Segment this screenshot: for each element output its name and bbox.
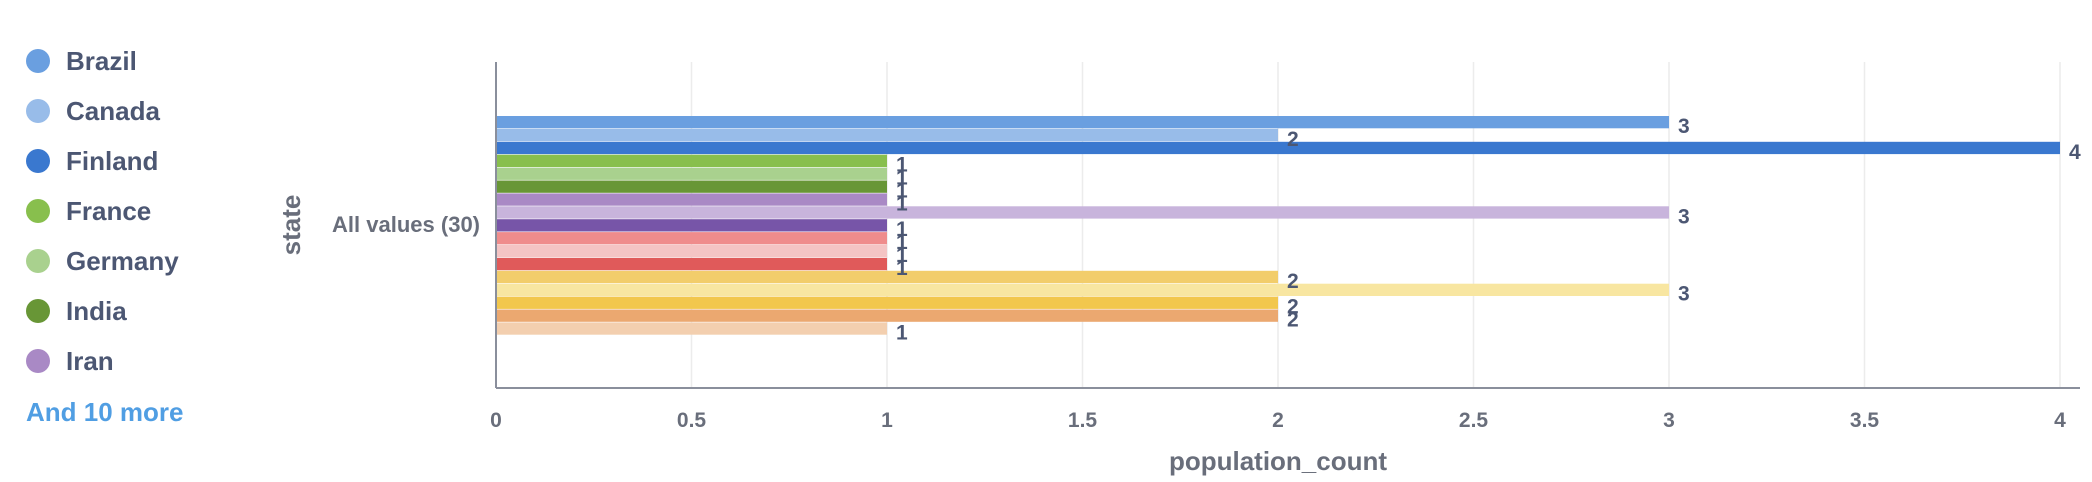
legend-dot-icon: [26, 199, 50, 223]
x-tick-label: 3.5: [1850, 409, 1880, 432]
data-label: 1: [896, 231, 908, 254]
legend-label: Germany: [66, 245, 179, 276]
bar[interactable]: [496, 116, 1669, 129]
legend-dot-icon: [26, 49, 50, 73]
legend-item[interactable]: Canada: [26, 86, 266, 136]
data-label: 1: [896, 154, 908, 177]
x-tick-label: 0: [490, 409, 502, 432]
bar[interactable]: [496, 283, 1669, 296]
legend-label: Iran: [66, 345, 114, 376]
data-label: 4: [2069, 141, 2081, 164]
legend-label: India: [66, 295, 127, 326]
legend-item[interactable]: Iran: [26, 336, 266, 386]
data-label: 1: [896, 218, 908, 241]
legend-label: Canada: [66, 95, 160, 126]
axes: [495, 62, 2080, 389]
bars: [496, 116, 2060, 335]
y-axis-title: state: [276, 195, 306, 256]
bar[interactable]: [496, 257, 887, 271]
legend-more-link[interactable]: And 10 more: [26, 397, 184, 427]
legend-label: Brazil: [66, 45, 137, 76]
data-label: 2: [1287, 309, 1299, 332]
data-label: 1: [896, 192, 908, 215]
data-label: 1: [896, 244, 908, 267]
x-tick-label: 1.5: [1068, 409, 1098, 432]
data-label: 2: [1287, 296, 1299, 319]
legend-items: Brazil Canada Finland France Germany India Ira…: [26, 36, 266, 386]
legend-item[interactable]: Germany: [26, 236, 266, 286]
x-tick-label: 1: [881, 409, 893, 432]
data-label: 1: [896, 257, 908, 280]
bar[interactable]: [496, 193, 887, 206]
data-label: 2: [1287, 128, 1299, 151]
legend-item[interactable]: Finland: [26, 136, 266, 186]
category-label: All values (30): [332, 212, 480, 237]
bar[interactable]: [496, 154, 887, 167]
legend-item[interactable]: Brazil: [26, 36, 266, 86]
bar[interactable]: [496, 128, 1278, 142]
x-axis-title: population_count: [1169, 446, 1387, 476]
bar[interactable]: [496, 322, 887, 335]
data-label: 1: [896, 167, 908, 190]
legend-dot-icon: [26, 299, 50, 323]
bar[interactable]: [496, 309, 1278, 322]
bar[interactable]: [496, 206, 1669, 219]
bar[interactable]: [496, 270, 1278, 284]
legend-label: France: [66, 195, 152, 226]
legend-dot-icon: [26, 99, 50, 123]
bar[interactable]: [496, 296, 1278, 309]
x-tick-label: 0.5: [677, 409, 707, 432]
bar[interactable]: [496, 245, 887, 258]
data-label: 2: [1287, 270, 1299, 293]
bar[interactable]: [496, 180, 887, 193]
x-tick-label: 2: [1272, 409, 1284, 432]
legend-item[interactable]: France: [26, 186, 266, 236]
legend: Brazil Canada Finland France Germany India Ira…: [26, 36, 266, 432]
legend-dot-icon: [26, 149, 50, 173]
legend-label: Finland: [66, 145, 159, 176]
legend-item[interactable]: India: [26, 286, 266, 336]
data-label: 1: [896, 180, 908, 203]
data-label: 3: [1678, 283, 1690, 306]
bar[interactable]: [496, 219, 887, 232]
bar[interactable]: [496, 141, 2060, 155]
legend-dot-icon: [26, 349, 50, 373]
data-label: 1: [896, 321, 908, 344]
data-label: 3: [1678, 205, 1690, 228]
data-label: 3: [1678, 115, 1690, 138]
x-tick-label: 3: [1663, 409, 1675, 432]
x-tick-labels: 0 0.5 1 1.5 2 2.5 3 3.5 4: [490, 409, 2066, 432]
x-tick-label: 4: [2054, 409, 2066, 432]
bar[interactable]: [496, 232, 887, 245]
bar[interactable]: [496, 167, 887, 180]
x-tick-label: 2.5: [1459, 409, 1489, 432]
legend-dot-icon: [26, 249, 50, 273]
